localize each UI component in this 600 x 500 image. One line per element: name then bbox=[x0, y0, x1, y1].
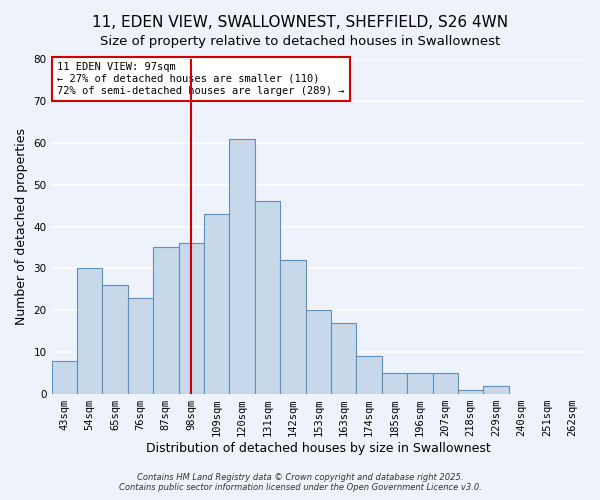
Bar bbox=[103, 285, 128, 394]
Bar bbox=[484, 386, 509, 394]
Bar bbox=[305, 310, 331, 394]
Bar bbox=[458, 390, 484, 394]
Bar bbox=[331, 323, 356, 394]
Bar bbox=[356, 356, 382, 394]
Bar bbox=[77, 268, 103, 394]
Text: Size of property relative to detached houses in Swallownest: Size of property relative to detached ho… bbox=[100, 35, 500, 48]
Text: Contains HM Land Registry data © Crown copyright and database right 2025.
Contai: Contains HM Land Registry data © Crown c… bbox=[119, 473, 481, 492]
Bar bbox=[128, 298, 153, 394]
Bar bbox=[407, 373, 433, 394]
Bar bbox=[52, 360, 77, 394]
Text: 11, EDEN VIEW, SWALLOWNEST, SHEFFIELD, S26 4WN: 11, EDEN VIEW, SWALLOWNEST, SHEFFIELD, S… bbox=[92, 15, 508, 30]
Bar bbox=[433, 373, 458, 394]
X-axis label: Distribution of detached houses by size in Swallownest: Distribution of detached houses by size … bbox=[146, 442, 491, 455]
Text: 11 EDEN VIEW: 97sqm
← 27% of detached houses are smaller (110)
72% of semi-detac: 11 EDEN VIEW: 97sqm ← 27% of detached ho… bbox=[57, 62, 344, 96]
Bar bbox=[382, 373, 407, 394]
Bar bbox=[280, 260, 305, 394]
Bar bbox=[255, 202, 280, 394]
Bar bbox=[179, 244, 204, 394]
Bar bbox=[153, 248, 179, 394]
Y-axis label: Number of detached properties: Number of detached properties bbox=[15, 128, 28, 325]
Bar bbox=[229, 138, 255, 394]
Bar bbox=[204, 214, 229, 394]
